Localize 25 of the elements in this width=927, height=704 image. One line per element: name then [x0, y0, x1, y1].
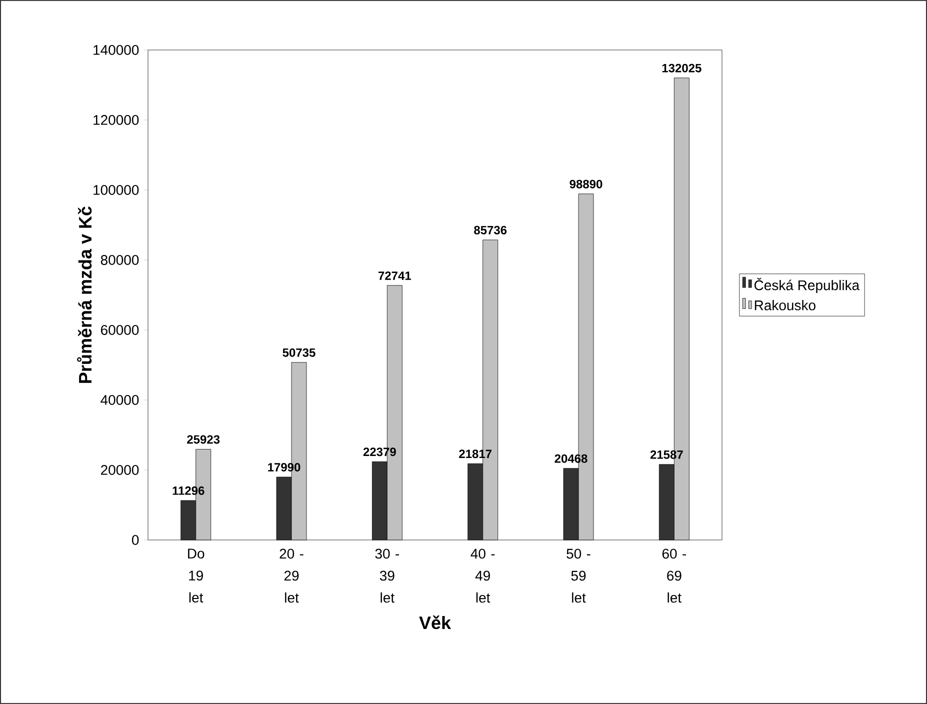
y-tick-label: 120000 [94, 115, 139, 125]
y-tick-label: 100000 [94, 185, 139, 195]
y-axis-title: Průměrná mzda v Kč [77, 206, 92, 383]
y-tick-label: 20000 [100, 465, 139, 475]
x-tick-label: 30 - 39 let [375, 548, 399, 603]
data-label: 50735 [282, 348, 316, 357]
x-axis-title: Věk [419, 616, 452, 630]
x-tick-label: Do 19 let [188, 548, 204, 603]
y-tick-label: 40000 [100, 395, 139, 405]
x-tick-label: 60 - 69 let [662, 548, 686, 603]
y-tick-label: 0 [132, 535, 139, 545]
y-tick-label: 140000 [94, 45, 139, 55]
data-label: 132025 [662, 64, 702, 72]
x-tick-label: 20 - 29 let [280, 548, 304, 603]
x-tick-label: 50 - 59 let [566, 548, 590, 603]
data-label: 72741 [378, 271, 412, 280]
y-tick-label: 60000 [101, 325, 139, 335]
data-label: 85736 [474, 226, 507, 234]
y-tick-label: 80000 [100, 255, 139, 265]
data-label: 25923 [187, 435, 220, 444]
data-label: 17990 [268, 462, 300, 472]
data-label: 98890 [570, 180, 602, 188]
x-tick-label: 40 - 49 let [470, 548, 495, 603]
legend-label: Rakousko [754, 300, 816, 310]
legend-label: Česká Republika [754, 278, 860, 293]
